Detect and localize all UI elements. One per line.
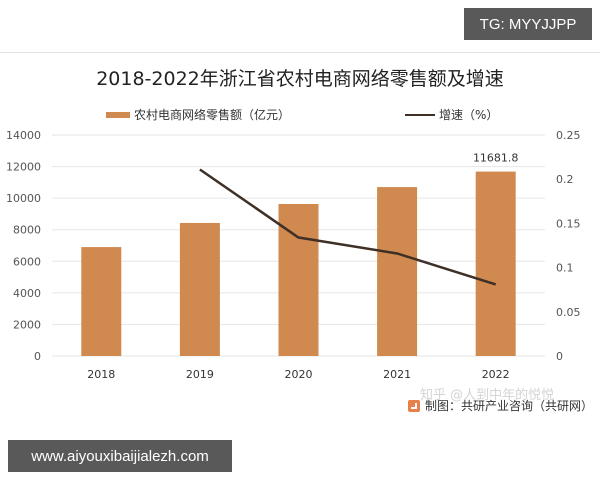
legend-label-growth-rate: 增速（%） <box>439 108 499 122</box>
url-watermark-badge: www.aiyouxibaijialezh.com <box>8 440 232 472</box>
tg-watermark-badge: TG: MYYJJPP <box>464 8 592 40</box>
line-series <box>199 168 497 286</box>
bar-2019 <box>179 222 220 356</box>
bar-2022 <box>475 171 516 356</box>
right-tick-label: 0.25 <box>556 129 581 142</box>
x-tick-label: 2019 <box>186 368 214 381</box>
x-tick-label: 2018 <box>87 368 115 381</box>
bar-2018 <box>81 247 122 356</box>
bar-value-label: 11681.8 <box>473 152 519 165</box>
x-tick-label: 2022 <box>482 368 510 381</box>
source-text: 制图：共研产业咨询（共研网） <box>425 399 594 413</box>
left-axis-ticks: 0 2000 4000 6000 8000 10000 12000 14000 <box>6 129 41 363</box>
right-tick-label: 0.05 <box>556 306 581 319</box>
x-tick-label: 2020 <box>285 368 313 381</box>
x-tick-label: 2021 <box>383 368 411 381</box>
zhihu-watermark: 知乎 @人到中年的悦悦 <box>420 388 555 403</box>
left-tick-label: 8000 <box>13 224 41 237</box>
legend-label-retail-sales: 农村电商网络零售额（亿元） <box>134 108 291 122</box>
left-tick-label: 6000 <box>13 255 41 268</box>
legend-item-retail-sales: 农村电商网络零售额（亿元） <box>106 106 290 123</box>
source-logo-icon <box>408 399 420 412</box>
growth-rate-line <box>199 168 497 286</box>
left-tick-label: 12000 <box>6 161 41 174</box>
bar-series <box>81 171 516 356</box>
left-tick-label: 10000 <box>6 192 41 205</box>
left-tick-label: 14000 <box>6 129 41 142</box>
chart-title: 2018-2022年浙江省农村电商网络零售额及增速 <box>96 68 504 90</box>
legend-item-growth-rate: 增速（%） <box>405 106 498 123</box>
left-tick-label: 4000 <box>13 287 41 300</box>
bar-data-labels: 11681.8 <box>473 152 519 165</box>
left-tick-label: 0 <box>34 350 41 363</box>
chart-source: 制图：共研产业咨询（共研网） <box>408 397 593 414</box>
right-tick-label: 0.1 <box>556 262 574 275</box>
right-tick-label: 0.15 <box>556 217 581 230</box>
line-swatch-icon <box>405 113 435 116</box>
left-tick-label: 2000 <box>13 318 41 331</box>
x-axis-ticks: 2018 2019 2020 2021 2022 <box>87 368 509 381</box>
right-axis-ticks: 0 0.05 0.1 0.15 0.2 0.25 <box>556 129 581 363</box>
top-divider <box>0 52 600 53</box>
bar-2021 <box>377 187 418 356</box>
right-tick-label: 0.2 <box>556 173 574 186</box>
chart-legend: 农村电商网络零售额（亿元） 增速（%） <box>0 106 600 126</box>
bar-swatch-icon <box>106 111 130 118</box>
right-tick-label: 0 <box>556 350 563 363</box>
